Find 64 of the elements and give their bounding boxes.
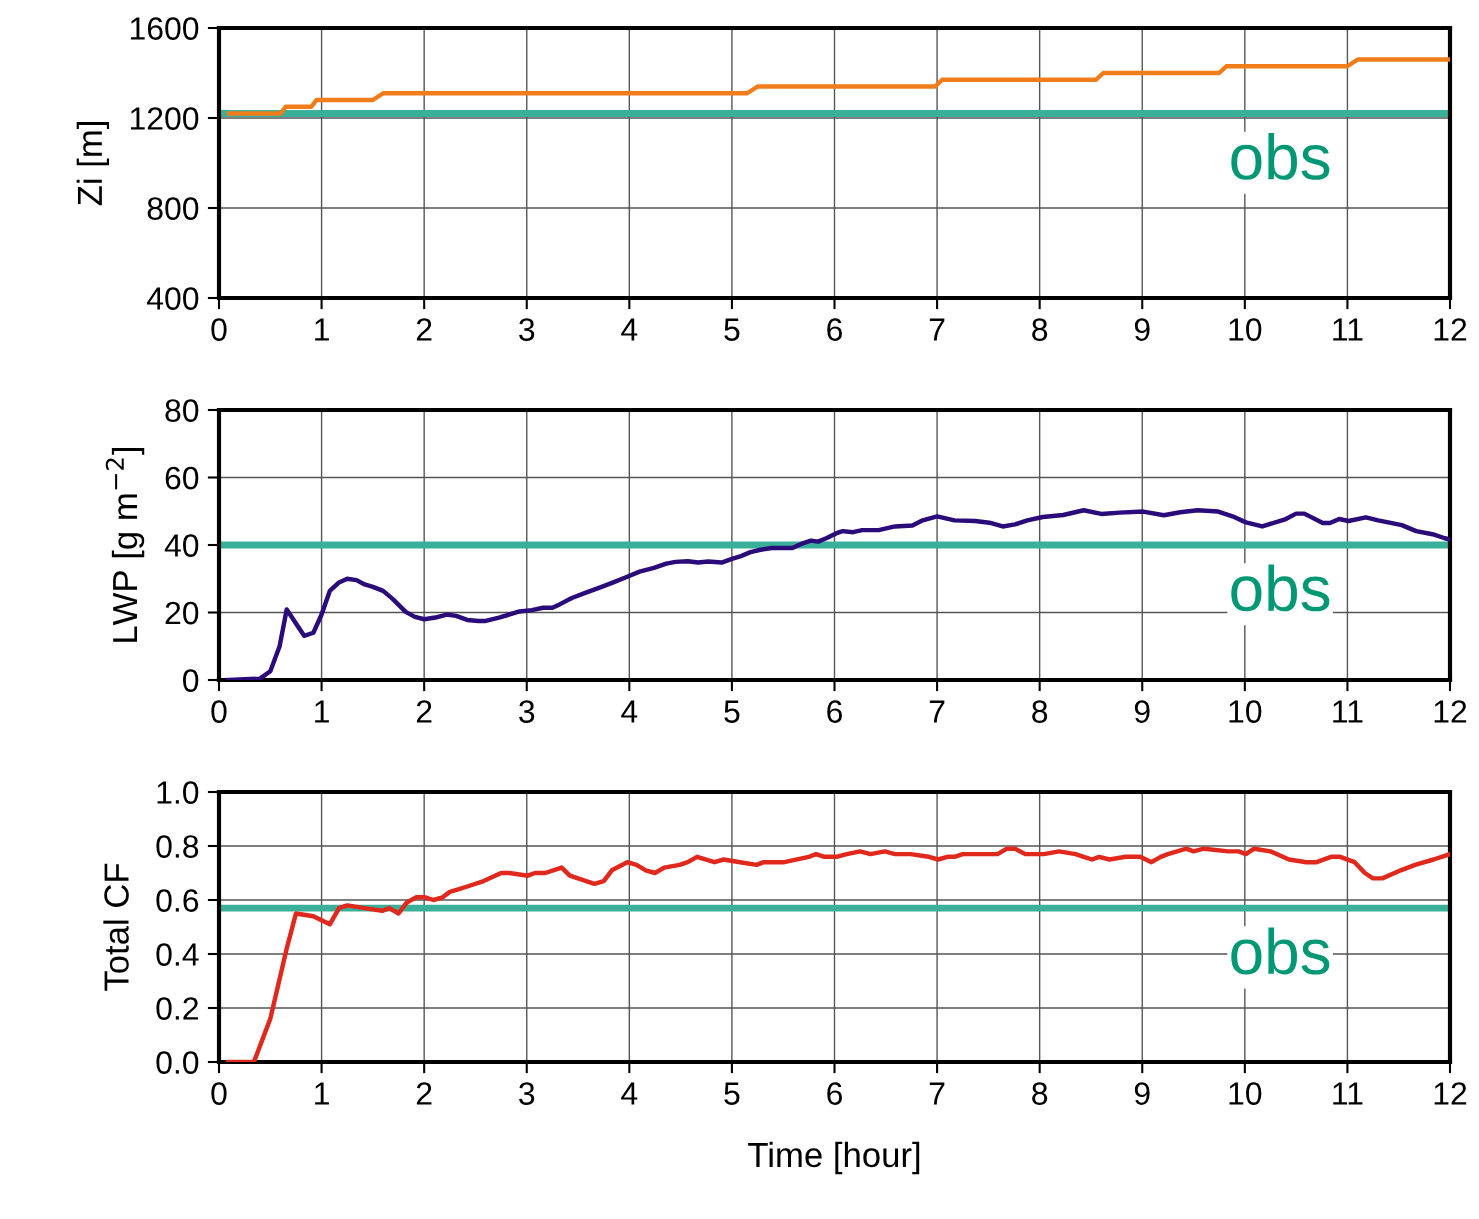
x-tick-label: 5: [724, 318, 740, 341]
y-tick-label: 0.2: [156, 997, 198, 1020]
x-tick-label: 11: [1333, 318, 1363, 341]
x-tick-label: 11: [1333, 1082, 1363, 1105]
x-tick-label: 6: [827, 318, 842, 341]
x-tick-label: 0: [211, 318, 227, 341]
x-tick-label: 4: [621, 318, 638, 341]
y-axis-title: LWP [g m$^{−2}$]: [105, 447, 145, 642]
y-tick-label: 60: [165, 466, 199, 490]
y-tick-label: 1.0: [157, 781, 199, 804]
x-tick-label: 6: [827, 700, 842, 723]
x-tick-label: 8: [1032, 1082, 1048, 1105]
ref-line-label: obs: [1231, 564, 1330, 612]
ref-line-label: obs: [1231, 132, 1330, 180]
y-tick-label: 0.0: [156, 1051, 199, 1074]
y-tick-label: 400: [147, 287, 199, 310]
y-tick-label: 800: [147, 197, 199, 220]
x-tick-label: 3: [519, 318, 535, 341]
x-tick-label: 12: [1434, 1082, 1467, 1105]
line-series: [226, 508, 1450, 680]
y-tick-label: 0.6: [156, 889, 199, 912]
x-tick-label: 7: [929, 1082, 945, 1105]
x-tick-label: 5: [724, 700, 740, 723]
x-tick-label: 1: [315, 700, 329, 723]
x-tick-label: 7: [929, 700, 945, 723]
x-tick-label: 10: [1229, 318, 1262, 341]
x-tick-label: 2: [416, 318, 432, 341]
x-tick-label: 3: [519, 700, 535, 723]
x-tick-label: 4: [621, 700, 638, 723]
x-axis-title: Time [hour]: [748, 1141, 920, 1175]
x-tick-label: 11: [1333, 700, 1363, 723]
x-tick-label: 0: [211, 1082, 227, 1105]
y-axis-title: Total CF: [103, 863, 129, 991]
x-tick-label: 12: [1434, 318, 1467, 341]
y-tick-label: 0.4: [156, 943, 199, 966]
y-tick-label: 0: [183, 669, 199, 692]
x-tick-label: 2: [416, 1082, 432, 1105]
x-tick-label: 6: [827, 1082, 842, 1105]
y-tick-label: 0.8: [156, 835, 199, 858]
x-tick-label: 9: [1134, 1082, 1150, 1105]
x-tick-label: 7: [929, 318, 945, 341]
y-tick-label: 1600: [130, 17, 199, 40]
line-series: [226, 846, 1450, 1062]
x-tick-label: 9: [1134, 700, 1150, 723]
y-tick-label: 80: [165, 399, 199, 422]
x-tick-label: 3: [519, 1082, 535, 1105]
x-tick-label: 1: [315, 318, 329, 341]
y-tick-label: 1200: [130, 107, 199, 130]
x-tick-label: 8: [1032, 318, 1048, 341]
line-series: [227, 57, 1450, 116]
x-tick-label: 5: [724, 1082, 740, 1105]
x-tick-label: 10: [1229, 1082, 1262, 1105]
ref-line-label: obs: [1231, 927, 1330, 975]
x-tick-label: 9: [1134, 318, 1150, 341]
y-tick-label: 20: [165, 601, 199, 625]
x-tick-label: 8: [1032, 700, 1048, 723]
y-tick-label: 40: [164, 534, 199, 557]
x-tick-label: 0: [211, 700, 227, 723]
x-tick-label: 10: [1229, 700, 1262, 723]
x-tick-label: 12: [1434, 700, 1467, 723]
x-tick-label: 1: [315, 1082, 329, 1105]
y-axis-title: Zi [m]: [76, 122, 110, 206]
x-tick-label: 4: [621, 1082, 638, 1105]
x-tick-label: 2: [416, 700, 432, 723]
